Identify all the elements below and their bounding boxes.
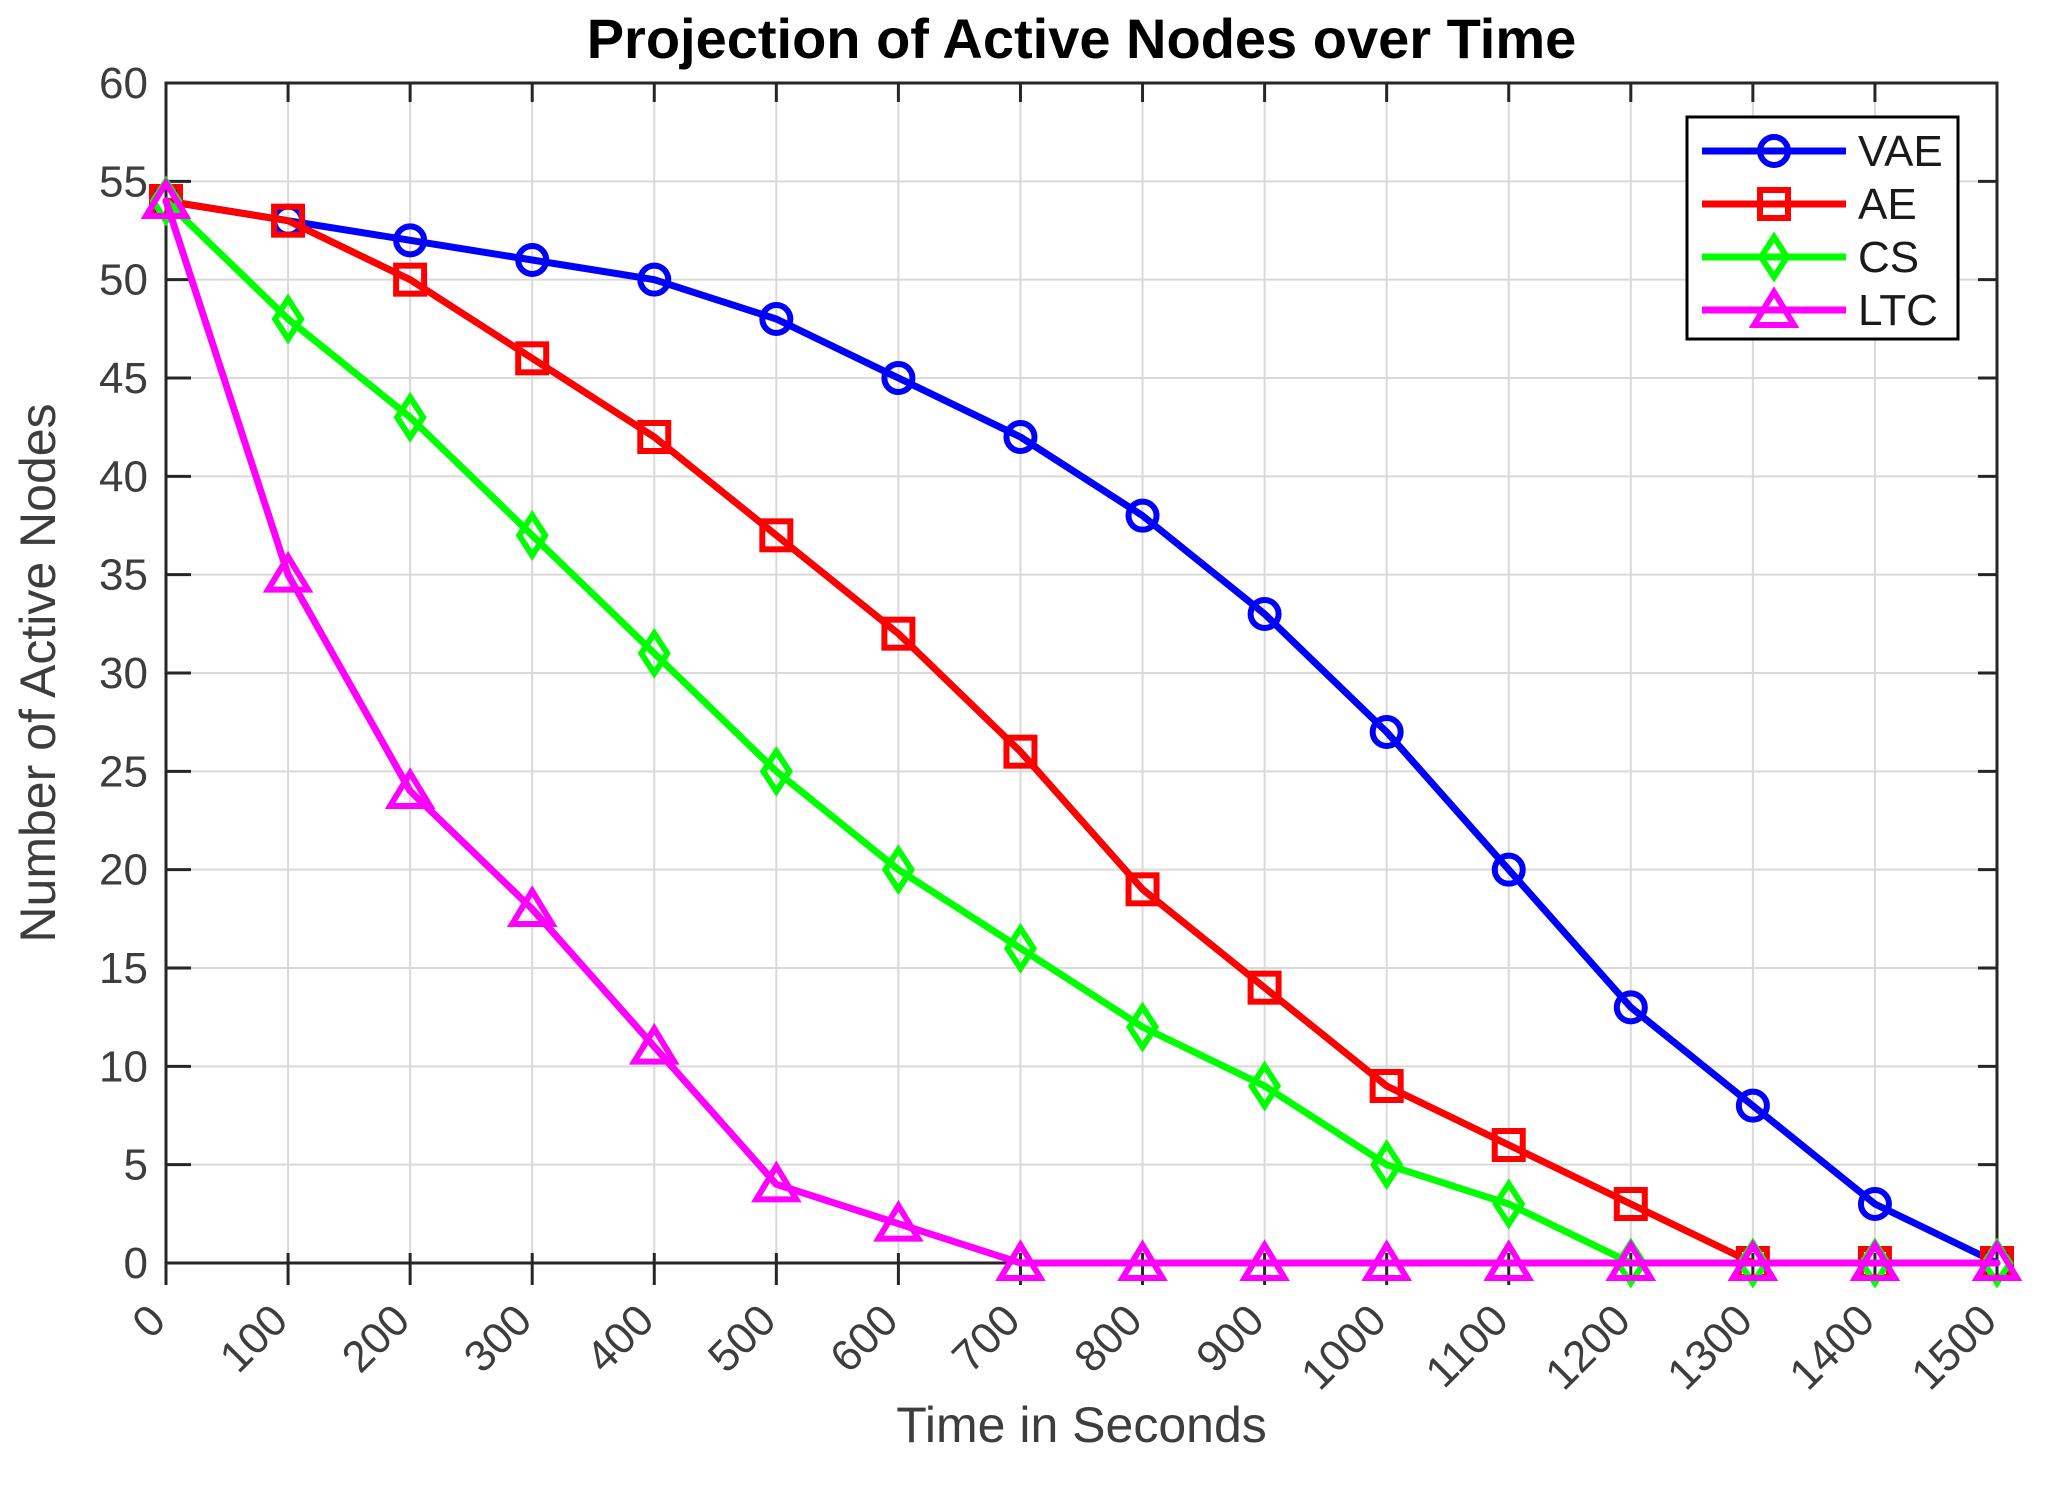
marker-AE	[637, 420, 672, 454]
marker-LTC	[1483, 1239, 1535, 1281]
legend-marker-CS	[1757, 231, 1791, 283]
y-tick-label: 35	[99, 551, 148, 600]
x-tick-label: 400	[577, 1295, 664, 1382]
marker-LTC	[628, 1022, 680, 1065]
x-tick-label: 1100	[1416, 1295, 1518, 1397]
marker-AE	[393, 262, 428, 297]
y-tick-label: 0	[124, 1239, 148, 1288]
marker-VAE	[1735, 1088, 1770, 1123]
y-tick-label: 30	[99, 649, 148, 698]
x-tick-label: 300	[455, 1295, 542, 1382]
marker-VAE	[1857, 1187, 1892, 1221]
marker-AE	[515, 341, 550, 376]
y-tick-label: 25	[99, 747, 148, 796]
marker-LTC	[140, 177, 192, 219]
marker-CS	[1003, 922, 1038, 974]
legend-item-LTC: LTC	[1858, 286, 1938, 335]
x-tick-label: 0	[123, 1295, 175, 1347]
y-tick-label: 50	[99, 256, 148, 305]
y-tick-label: 40	[99, 452, 148, 501]
y-tick-label: 60	[99, 59, 148, 108]
x-tick-label: 1200	[1536, 1295, 1640, 1399]
y-tick-label: 55	[99, 157, 148, 206]
marker-VAE	[1369, 715, 1404, 749]
marker-LTC	[1727, 1239, 1779, 1281]
series-line-CS	[162, 197, 2001, 1267]
marker-VAE	[393, 223, 428, 258]
series-line-AE	[162, 197, 2001, 1267]
y-tick-label: 20	[99, 846, 148, 895]
chart-title: Projection of Active Nodes over Time	[586, 7, 1577, 70]
legend-item-AE: AE	[1858, 180, 1917, 229]
marker-VAE	[1613, 990, 1648, 1025]
marker-LTC	[1117, 1239, 1168, 1281]
marker-LTC	[995, 1239, 1046, 1281]
marker-AE	[1369, 1069, 1404, 1103]
marker-CS	[759, 745, 793, 797]
marker-VAE	[1491, 852, 1526, 887]
legend-marker-VAE	[1757, 134, 1791, 168]
x-tick-label: 700	[943, 1295, 1030, 1382]
marker-LTC	[1361, 1239, 1412, 1281]
marker-CS	[1125, 1001, 1160, 1053]
x-tick-label: 100	[211, 1295, 298, 1382]
marker-CS	[881, 844, 915, 896]
marker-AE	[271, 203, 306, 238]
marker-LTC	[262, 550, 314, 593]
marker-CS	[1370, 1139, 1404, 1191]
marker-LTC	[384, 767, 436, 809]
marker-VAE	[1125, 498, 1160, 533]
marker-LTC	[1605, 1239, 1657, 1281]
y-tick-label: 15	[99, 944, 148, 993]
marker-LTC	[873, 1199, 924, 1242]
marker-CS	[515, 509, 549, 561]
marker-LTC	[751, 1160, 802, 1203]
marker-LTC	[1849, 1239, 1901, 1281]
marker-VAE	[1247, 597, 1282, 631]
marker-AE	[1247, 970, 1282, 1005]
y-tick-label: 5	[124, 1141, 148, 1190]
marker-VAE	[637, 262, 672, 297]
marker-AE	[759, 518, 794, 553]
x-tick-label: 900	[1187, 1295, 1274, 1382]
legend-marker-LTC	[1748, 286, 1800, 328]
marker-VAE	[1003, 420, 1038, 454]
marker-AE	[1491, 1128, 1526, 1162]
marker-CS	[393, 391, 427, 443]
legend-item-VAE: VAE	[1858, 127, 1943, 176]
marker-AE	[881, 616, 916, 651]
y-tick-label: 45	[99, 354, 148, 403]
x-tick-label: 1300	[1658, 1295, 1762, 1399]
x-axis-label: Time in Seconds	[896, 1397, 1267, 1453]
x-tick-label: 800	[1065, 1295, 1152, 1382]
marker-LTC	[1971, 1239, 2023, 1281]
x-tick-label: 1400	[1780, 1295, 1884, 1399]
marker-LTC	[506, 885, 558, 927]
y-tick-label: 10	[99, 1042, 148, 1091]
marker-VAE	[881, 361, 916, 395]
x-tick-label: 600	[821, 1295, 908, 1382]
marker-LTC	[1239, 1239, 1290, 1281]
legend-item-CS: CS	[1858, 233, 1919, 282]
x-tick-label: 200	[333, 1295, 420, 1382]
series-line-LTC	[162, 197, 2001, 1267]
x-tick-label: 1000	[1292, 1295, 1396, 1399]
legend-marker-AE	[1757, 187, 1791, 221]
marker-CS	[271, 293, 305, 345]
marker-CS	[637, 627, 671, 679]
marker-CS	[1248, 1060, 1282, 1112]
marker-AE	[1003, 734, 1038, 769]
series-line-VAE	[162, 197, 2001, 1267]
x-tick-label: 1500	[1902, 1295, 2006, 1399]
marker-VAE	[759, 302, 794, 336]
marker-CS	[1492, 1178, 1526, 1230]
marker-AE	[1613, 1187, 1648, 1221]
y-axis-label: Number of Active Nodes	[10, 403, 66, 943]
marker-VAE	[515, 243, 550, 277]
marker-AE	[1125, 872, 1160, 907]
x-tick-label: 500	[699, 1295, 786, 1382]
